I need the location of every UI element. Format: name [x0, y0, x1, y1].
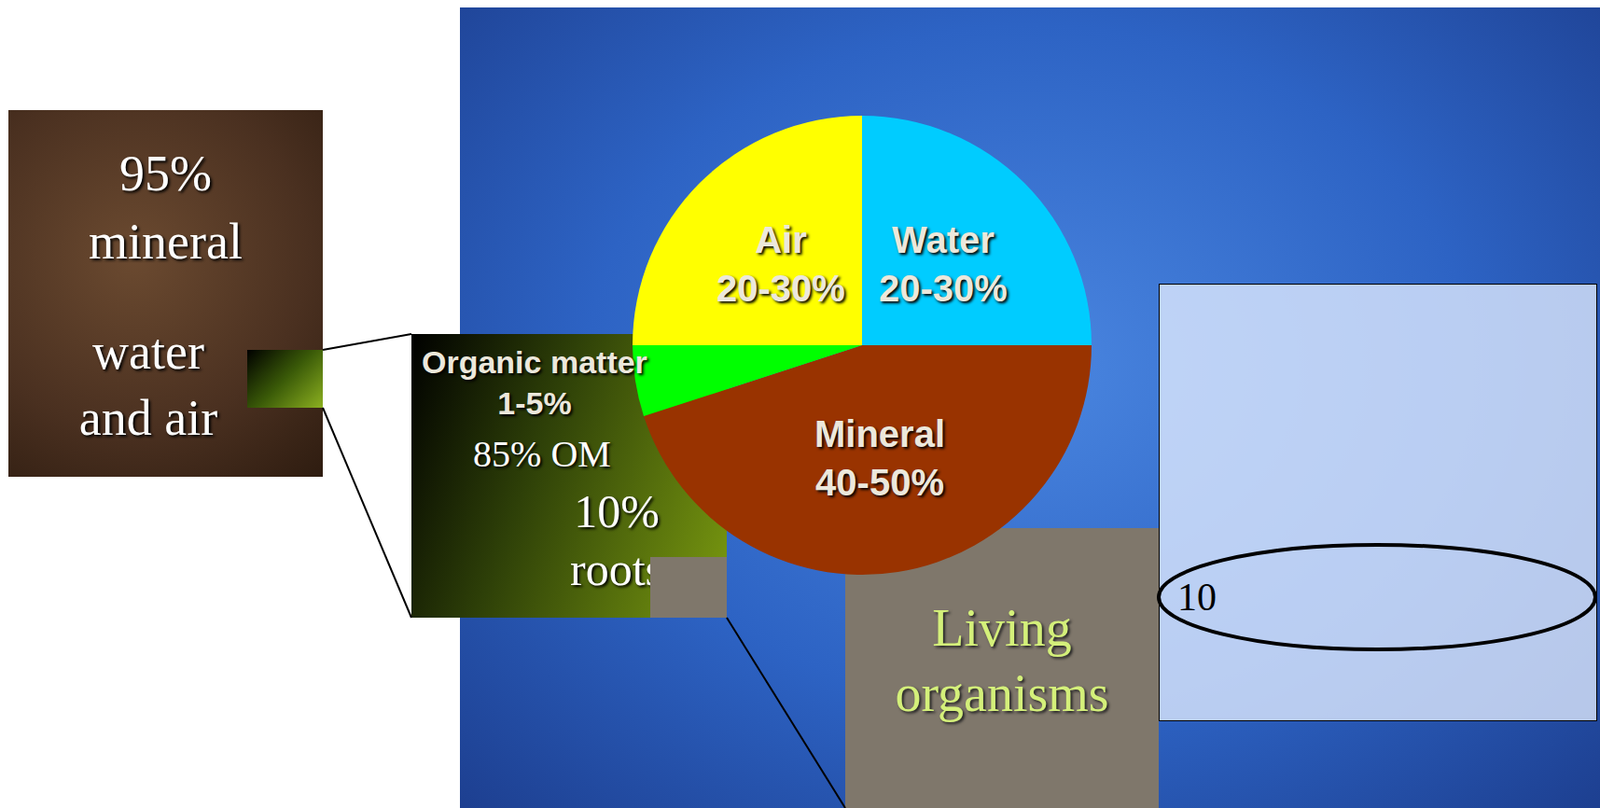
html-text:Living organisms: Living organisms — [895, 598, 1109, 723]
svg-text:Water20-30%: Water20-30% — [878, 219, 1008, 309]
html-text:water: water — [92, 323, 205, 380]
html-text:roots: roots — [570, 542, 664, 596]
html-text:95%: 95% — [119, 145, 212, 202]
svg-text:Organic matter1-5%: Organic matter1-5% — [421, 344, 648, 421]
html-text:10%: 10% — [573, 485, 660, 538]
html-text:mineral: mineral — [88, 213, 243, 270]
svg-text:Air20-30%: Air20-30% — [716, 219, 846, 309]
html-text:85% OM: 85% OM — [473, 432, 611, 475]
html-text:10: 10 — [1177, 575, 1217, 619]
html-text:and air: and air — [79, 389, 218, 446]
svg-text:Mineral40-50%: Mineral40-50% — [814, 413, 946, 503]
